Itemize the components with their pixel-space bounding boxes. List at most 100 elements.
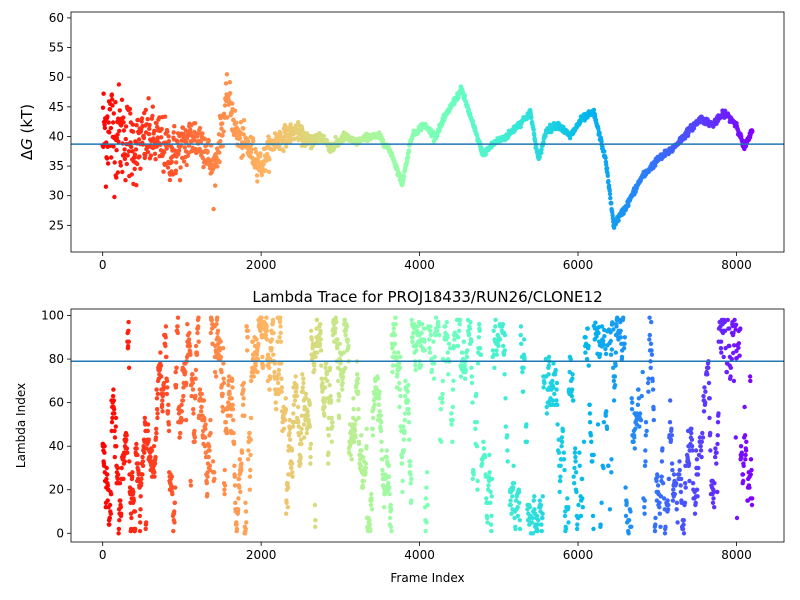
delta-g-point <box>468 111 473 117</box>
lambda-point <box>632 435 637 440</box>
lambda-point <box>657 500 662 505</box>
lambda-point <box>129 526 134 532</box>
lambda-point <box>413 363 418 368</box>
lambda-point <box>329 415 334 421</box>
lambda-point <box>134 441 139 447</box>
lambda-point <box>601 420 607 425</box>
lambda-point <box>351 396 356 401</box>
lambda-point <box>322 404 327 410</box>
lambda-point <box>524 422 529 427</box>
lambda-point <box>517 500 522 505</box>
lambda-point <box>247 487 252 492</box>
lambda-point <box>278 315 283 320</box>
delta-g-point <box>284 144 289 149</box>
lambda-point <box>129 515 134 521</box>
lambda-point <box>368 528 373 534</box>
delta-g-point <box>109 155 114 160</box>
lambda-point <box>392 341 398 346</box>
lambda-point <box>242 413 247 418</box>
lambda-point <box>411 330 416 336</box>
lambda-point <box>113 424 119 429</box>
lambda-point <box>727 326 732 331</box>
lambda-point <box>173 485 178 490</box>
lambda-point <box>736 341 742 346</box>
delta-g-y-axis: 25 30 35 40 45 50 55 60 <box>49 11 71 232</box>
lambda-point <box>165 409 171 414</box>
lambda-point <box>455 343 461 349</box>
lambda-point <box>418 337 423 342</box>
lambda-point <box>107 522 112 527</box>
lambda-point <box>277 335 282 340</box>
delta-g-point <box>143 153 148 158</box>
lambda-point <box>732 343 737 348</box>
lambda-point <box>486 483 491 488</box>
delta-g-point <box>105 114 110 119</box>
lambda-point <box>478 352 484 357</box>
lambda-point <box>611 327 616 332</box>
lambda-point <box>665 498 670 503</box>
delta-g-x-tick-label: 6000 <box>563 258 594 272</box>
lambda-point <box>192 435 198 440</box>
lambda-point <box>140 459 146 464</box>
lambda-point <box>714 450 719 455</box>
lambda-y-tick-label: 100 <box>41 309 64 323</box>
lambda-point <box>276 367 282 373</box>
lambda-point <box>561 450 566 455</box>
delta-g-point <box>750 129 755 134</box>
lambda-point <box>400 478 405 484</box>
lambda-point <box>230 407 236 412</box>
lambda-point <box>427 337 432 342</box>
lambda-point <box>718 339 724 344</box>
lambda-point <box>230 378 235 384</box>
delta-g-point <box>130 149 135 154</box>
lambda-point <box>264 324 269 329</box>
lambda-point <box>457 317 463 323</box>
lambda-point <box>521 337 527 342</box>
lambda-point <box>511 481 517 486</box>
lambda-point <box>186 337 192 342</box>
lambda-point <box>681 531 687 536</box>
lambda-point <box>518 332 523 338</box>
lambda-point <box>406 420 412 425</box>
lambda-point <box>343 365 348 370</box>
delta-g-point <box>171 130 176 135</box>
lambda-point <box>313 354 318 360</box>
lambda-point <box>728 365 733 370</box>
lambda-point <box>689 437 695 442</box>
lambda-point <box>741 463 746 468</box>
lambda-point <box>612 383 618 388</box>
lambda-point <box>502 372 507 377</box>
lambda-point <box>107 515 113 521</box>
lambda-point <box>694 457 700 462</box>
delta-g-y-tick-label: 40 <box>49 129 64 143</box>
lambda-point <box>271 330 276 336</box>
lambda-point <box>445 335 450 340</box>
lambda-point <box>222 487 227 492</box>
delta-g-point <box>152 128 157 133</box>
lambda-point <box>293 389 299 394</box>
lambda-point <box>232 463 237 468</box>
delta-g-x-tick-label: 8000 <box>721 258 752 272</box>
lambda-point <box>706 365 711 370</box>
delta-g-point <box>602 149 607 154</box>
lambda-point <box>475 361 481 366</box>
lambda-point <box>133 526 138 532</box>
lambda-point <box>497 337 503 342</box>
lambda-y-tick-label: 80 <box>49 352 64 366</box>
lambda-point <box>155 411 160 416</box>
lambda-point <box>126 339 131 344</box>
lambda-point <box>363 461 369 466</box>
lambda-point <box>355 376 361 381</box>
lambda-point <box>290 424 296 429</box>
lambda-point <box>409 476 414 482</box>
lambda-x-tick-label: 2000 <box>246 548 277 562</box>
lambda-point <box>234 522 239 527</box>
lambda-point <box>275 380 281 386</box>
lambda-point <box>114 444 119 449</box>
lambda-point <box>623 485 628 490</box>
lambda-point <box>584 356 590 362</box>
lambda-point <box>551 385 556 390</box>
lambda-point <box>198 409 204 414</box>
lambda-point <box>117 481 123 486</box>
delta-g-point <box>103 184 109 189</box>
